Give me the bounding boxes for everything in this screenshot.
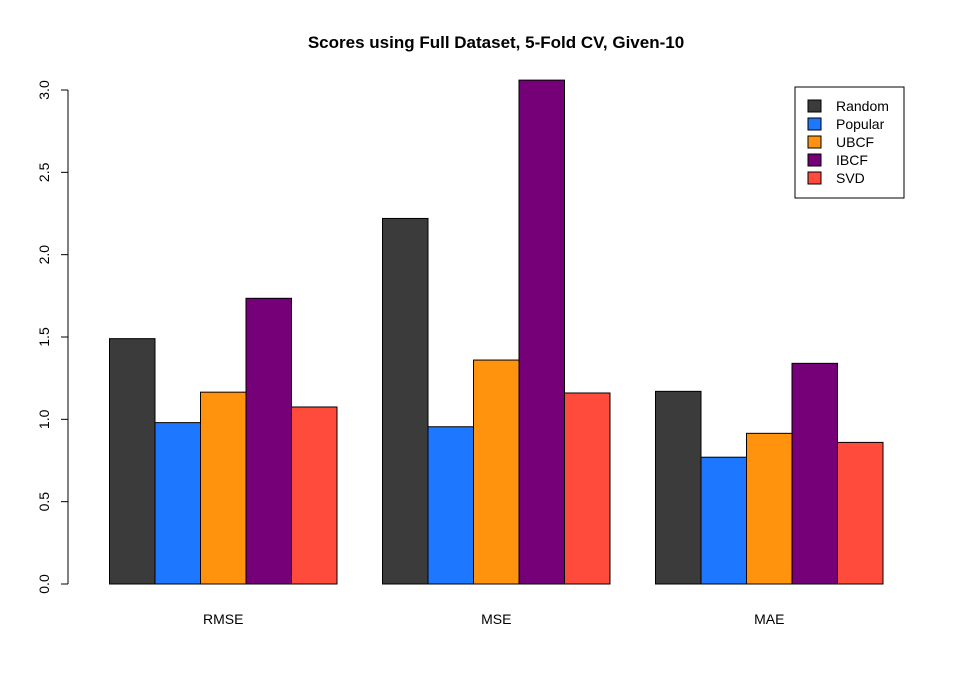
bar-popular-mae xyxy=(700,456,747,585)
y-tick-label: 2.5 xyxy=(36,162,52,182)
bar-ibcf-rmse xyxy=(245,297,292,585)
bars-group xyxy=(109,79,884,585)
bar-popular-mse xyxy=(427,426,474,585)
legend-label-ubcf: UBCF xyxy=(836,134,874,150)
bar-random-rmse xyxy=(109,338,156,585)
bar-ubcf-mse xyxy=(473,359,520,585)
category-label: MSE xyxy=(481,611,511,627)
legend-label-random: Random xyxy=(836,98,889,114)
legend-swatch-ubcf xyxy=(807,135,822,149)
category-labels: RMSE MSE MAE xyxy=(203,611,784,627)
bar-random-mae xyxy=(655,390,702,585)
legend: Random Popular UBCF IBCF SVD xyxy=(794,86,905,199)
y-tick-label: 2.0 xyxy=(36,245,52,265)
y-tick-label: 1.0 xyxy=(36,409,52,429)
y-tick-label: 0.0 xyxy=(36,574,52,594)
legend-swatch-ibcf xyxy=(807,153,822,167)
y-tick-label: 1.5 xyxy=(36,327,52,347)
y-axis: 0.0 0.5 1.0 1.5 2.0 2.5 3.0 xyxy=(36,80,69,594)
bar-random-mse xyxy=(382,217,429,585)
bar-ibcf-mae xyxy=(791,362,838,585)
legend-label-svd: SVD xyxy=(836,170,865,186)
bar-svd-rmse xyxy=(291,406,338,585)
bar-ibcf-mse xyxy=(518,79,565,585)
legend-label-ibcf: IBCF xyxy=(836,152,868,168)
y-tick-label: 3.0 xyxy=(36,80,52,100)
category-label: MAE xyxy=(754,611,784,627)
category-label: RMSE xyxy=(203,611,243,627)
legend-label-popular: Popular xyxy=(836,116,885,132)
bar-ubcf-rmse xyxy=(200,391,247,585)
legend-swatch-popular xyxy=(807,117,822,131)
bar-ubcf-mae xyxy=(746,432,793,585)
chart-title: Scores using Full Dataset, 5-Fold CV, Gi… xyxy=(308,33,684,52)
bar-svd-mse xyxy=(564,392,611,585)
legend-swatch-svd xyxy=(807,171,822,185)
y-tick-label: 0.5 xyxy=(36,492,52,512)
bar-svd-mae xyxy=(837,441,884,585)
bar-popular-rmse xyxy=(154,422,201,585)
legend-swatch-random xyxy=(807,99,822,113)
